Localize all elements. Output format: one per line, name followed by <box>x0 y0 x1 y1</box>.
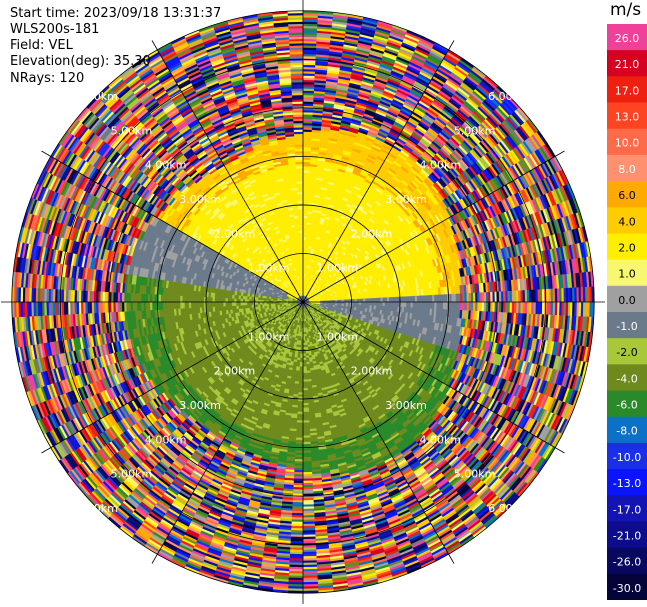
velocity-gate <box>302 211 308 214</box>
ppi-plot: 1.00km1.00km1.00km1.00km2.00km2.00km2.00… <box>1 0 605 604</box>
velocity-gate <box>375 297 379 303</box>
velocity-gate <box>363 301 366 306</box>
velocity-gate <box>356 298 360 303</box>
velocity-gate <box>354 301 358 306</box>
velocity-gate <box>302 172 311 176</box>
velocity-gate <box>302 198 309 202</box>
velocity-gate <box>403 296 407 303</box>
velocity-gate <box>354 298 358 303</box>
velocity-gate <box>337 297 340 301</box>
velocity-gate <box>395 301 399 308</box>
velocity-gate <box>352 299 356 303</box>
velocity-gate <box>378 297 381 303</box>
velocity-gate <box>302 183 310 186</box>
velocity-gate <box>302 232 307 236</box>
velocity-gate <box>395 296 399 303</box>
velocity-gate <box>302 213 308 217</box>
velocity-gate <box>406 296 409 303</box>
velocity-gate <box>302 215 308 219</box>
velocity-gate <box>358 298 362 303</box>
velocity-gate <box>302 219 308 223</box>
velocity-gate <box>375 301 379 307</box>
velocity-gate <box>382 297 386 303</box>
velocity-gate <box>345 297 349 300</box>
velocity-gate <box>388 301 392 307</box>
velocity-gate <box>302 237 307 240</box>
velocity-gate <box>302 196 309 199</box>
velocity-gate <box>302 243 307 247</box>
velocity-gate <box>384 301 388 307</box>
velocity-gate <box>414 295 418 303</box>
velocity-gate <box>302 217 308 221</box>
velocity-gate <box>361 301 364 306</box>
velocity-gate <box>367 298 371 303</box>
velocity-gate <box>302 168 311 171</box>
velocity-gate <box>302 249 306 253</box>
velocity-gates <box>11 10 595 594</box>
velocity-gate <box>382 301 386 307</box>
velocity-gate <box>386 301 390 307</box>
velocity-gate <box>358 301 362 306</box>
velocity-gate <box>302 241 307 245</box>
velocity-gate <box>302 245 307 249</box>
velocity-gate <box>302 239 307 242</box>
velocity-gate <box>302 191 310 195</box>
velocity-gate <box>391 297 394 303</box>
velocity-gate <box>410 295 414 303</box>
velocity-gate <box>369 301 373 306</box>
velocity-gate <box>302 247 307 251</box>
velocity-gate <box>302 224 308 227</box>
velocity-gate <box>419 295 422 303</box>
velocity-gate <box>429 301 433 310</box>
velocity-gate <box>302 187 310 191</box>
velocity-gate <box>414 301 418 309</box>
velocity-gate <box>378 301 381 307</box>
velocity-gate <box>365 301 368 306</box>
velocity-gate <box>302 226 308 230</box>
velocity-gate <box>302 221 308 225</box>
velocity-gate <box>352 301 356 305</box>
velocity-gate <box>419 301 422 309</box>
velocity-gate <box>391 301 394 307</box>
velocity-gate <box>361 298 364 303</box>
velocity-gate <box>302 230 307 234</box>
velocity-gate <box>406 301 409 308</box>
velocity-gate <box>380 297 384 303</box>
velocity-gate <box>373 297 377 303</box>
velocity-gate <box>371 298 375 303</box>
velocity-gate <box>367 301 371 306</box>
velocity-gate <box>380 301 384 307</box>
velocity-gate <box>302 228 308 232</box>
velocity-gate <box>388 297 392 303</box>
velocity-gate <box>410 301 414 309</box>
velocity-gate <box>341 297 345 301</box>
velocity-gate <box>302 234 307 238</box>
velocity-gate <box>365 298 368 303</box>
velocity-gate <box>384 297 388 303</box>
velocity-gate <box>356 301 360 306</box>
velocity-gate <box>373 301 377 307</box>
velocity-gate <box>302 206 309 210</box>
velocity-gate <box>386 297 390 303</box>
velocity-gate <box>369 298 373 303</box>
velocity-gate <box>434 301 437 310</box>
velocity-gate <box>429 294 433 303</box>
velocity-gate <box>434 294 437 303</box>
velocity-gate <box>403 301 407 308</box>
velocity-gate <box>363 298 366 303</box>
velocity-gate <box>371 301 375 306</box>
